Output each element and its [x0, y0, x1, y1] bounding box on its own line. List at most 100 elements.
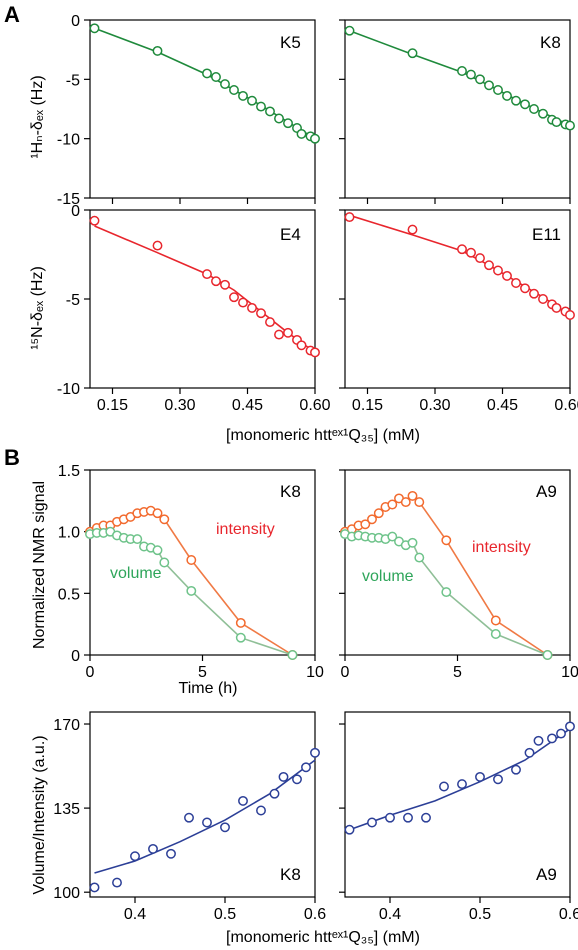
- data-point-series-a-e11: [565, 310, 575, 320]
- data-point-series-a-k5: [211, 72, 221, 82]
- panel-title-b-a9-conc: A9: [536, 865, 557, 884]
- data-point-series-b-a9-conc: [533, 735, 544, 746]
- data-point-series-b-a9-conc: [511, 764, 521, 775]
- y-tick-label-a-k5: -10: [57, 132, 80, 149]
- data-point-series-a-e4: [211, 276, 221, 287]
- panel-letter-a: A: [4, 2, 20, 27]
- x-tick-label-b-k8-conc: 0.5: [214, 906, 236, 923]
- chart-a-k5: 0 -5 -10 -15 K5: [57, 13, 320, 208]
- data-point-series-b-a9-conc: [524, 747, 535, 758]
- panel-title-b-k8-conc: K8: [280, 865, 301, 884]
- data-point-series-a-e11: [529, 288, 539, 299]
- data-point-series-b-a9-conc: [385, 812, 395, 823]
- data-point-series-b-k8-conc: [310, 747, 320, 758]
- y-tick-label-a-k5: 0: [71, 13, 80, 30]
- data-point-series-b-a9-conc: [344, 824, 355, 835]
- data-point-series-a-k8: [502, 90, 512, 101]
- data-point-series-a-e4: [238, 297, 248, 308]
- data-point-series-b-k8-conc: [220, 822, 230, 833]
- plot-frame-b-a9-conc: [344, 711, 571, 898]
- x-tick-label-b-k8-conc: 0.6: [304, 906, 326, 923]
- data-point-series-a-e4: [296, 340, 307, 351]
- data-point-series-b-k8-conc: [130, 851, 140, 862]
- data-point-series-a-k8: [565, 120, 575, 131]
- y-tick-label-b-k8-time: 0.5: [58, 586, 80, 603]
- data-point-intensity-b-a9-time: [367, 514, 377, 525]
- data-point-series-a-e11: [344, 212, 355, 223]
- data-point-series-a-e11: [493, 265, 503, 276]
- data-point-intensity-b-a9-time: [387, 499, 398, 510]
- y-tick-label-b-k8-time: 0: [71, 648, 80, 665]
- y-tick-label-b-k8-conc: 170: [53, 717, 80, 734]
- data-point-intensity-b-a9-time: [414, 497, 425, 508]
- data-point-intensity-b-a9-time: [490, 615, 501, 626]
- legend-intensity-a9: intensity: [472, 539, 531, 556]
- data-point-intensity-b-k8-time: [152, 508, 163, 519]
- data-point-volume-b-a9-time: [407, 537, 418, 548]
- fit-line-series-b-k8-conc: [94, 759, 316, 874]
- plot-frame-b-k8-conc: [89, 711, 316, 898]
- data-point-series-b-k8-conc: [292, 774, 302, 785]
- data-point-volume-b-k8-time: [186, 585, 197, 596]
- panel-title-a-k8: K8: [540, 33, 561, 52]
- panel-title-a-e11: E11: [532, 225, 561, 244]
- panel-title-a-e4: E4: [280, 225, 301, 244]
- data-point-series-a-k5: [247, 95, 257, 106]
- x-tick-label-b-a9-conc: 0.4: [379, 906, 401, 923]
- data-point-series-a-k8: [457, 66, 467, 76]
- legend-intensity-k8: intensity: [216, 521, 275, 538]
- data-point-series-a-e4: [220, 279, 230, 290]
- data-point-series-b-k8-conc: [112, 877, 122, 888]
- b-bottom-ylabel: Volume/Intensity (a.u.): [31, 735, 48, 894]
- a-xlabel: [monomeric httᵉˣ¹Q₃₅] (mM): [226, 427, 420, 444]
- chart-a-e4: 0.15 0.30 0.45 0.60 0 -5 -10 E4: [57, 203, 331, 414]
- x-tick-label-b-k8-time: 5: [198, 664, 207, 681]
- data-point-series-b-k8-conc: [89, 882, 100, 893]
- a-top-ylabel: ¹Hₙ-δₑₓ (Hz): [29, 75, 46, 158]
- data-point-series-a-k8: [511, 95, 521, 106]
- data-point-series-b-k8-conc: [166, 848, 176, 859]
- data-point-series-a-k5: [296, 128, 307, 139]
- y-tick-label-a-e4: -10: [57, 381, 80, 398]
- y-tick-label-a-k5: -15: [57, 191, 80, 208]
- data-point-series-a-k8: [484, 80, 494, 91]
- y-tick-label-b-k8-conc: 135: [53, 801, 80, 818]
- data-point-series-a-e11: [511, 278, 521, 288]
- x-tick-label-a-e4: 0.15: [97, 397, 128, 414]
- panel-title-b-a9-time: A9: [536, 482, 557, 501]
- chart-a-e11: 0.15 0.30 0.45 0.60 E11: [339, 209, 578, 414]
- data-point-series-a-e11: [475, 253, 485, 264]
- y-tick-label-b-k8-conc: 100: [53, 885, 80, 902]
- data-point-series-b-a9-conc: [421, 812, 431, 823]
- data-point-series-b-a9-conc: [475, 771, 485, 782]
- data-point-series-a-e4: [265, 317, 275, 328]
- data-point-intensity-b-k8-time: [159, 514, 170, 525]
- data-point-intensity-b-a9-time: [360, 519, 371, 530]
- data-point-series-a-k8: [466, 69, 476, 80]
- x-tick-label-a-e4: 0.30: [164, 397, 195, 414]
- data-point-intensity-b-a9-time: [400, 497, 411, 508]
- data-point-series-b-k8-conc: [256, 805, 266, 816]
- plot-frame-a-k5: [89, 19, 316, 199]
- data-point-volume-b-a9-time: [441, 587, 452, 598]
- x-tick-label-b-a9-time: 0: [341, 664, 350, 681]
- data-point-series-b-a9-conc: [367, 817, 377, 828]
- data-point-series-a-e11: [538, 294, 548, 304]
- data-point-series-b-a9-conc: [403, 812, 413, 823]
- x-tick-label-b-a9-conc: 0.6: [559, 906, 578, 923]
- data-point-series-a-k8: [551, 117, 562, 128]
- panel-title-b-k8-time: K8: [280, 482, 301, 501]
- data-point-series-b-k8-conc: [184, 812, 194, 823]
- data-point-series-a-e11: [502, 270, 512, 281]
- x-tick-label-b-k8-time: 10: [306, 664, 324, 681]
- data-point-series-b-k8-conc: [269, 788, 280, 799]
- data-point-intensity-b-a9-time: [373, 508, 384, 519]
- panel-title-a-k5: K5: [280, 33, 301, 52]
- data-point-series-a-e11: [551, 302, 562, 313]
- data-point-volume-b-a9-time: [414, 552, 425, 563]
- data-point-series-a-k5: [238, 90, 248, 101]
- chart-b-k8-conc: 0.4 0.5 0.6 100 135 170 K8: [53, 711, 326, 923]
- data-point-series-b-a9-conc: [493, 774, 503, 785]
- data-point-series-b-a9-conc: [439, 781, 449, 792]
